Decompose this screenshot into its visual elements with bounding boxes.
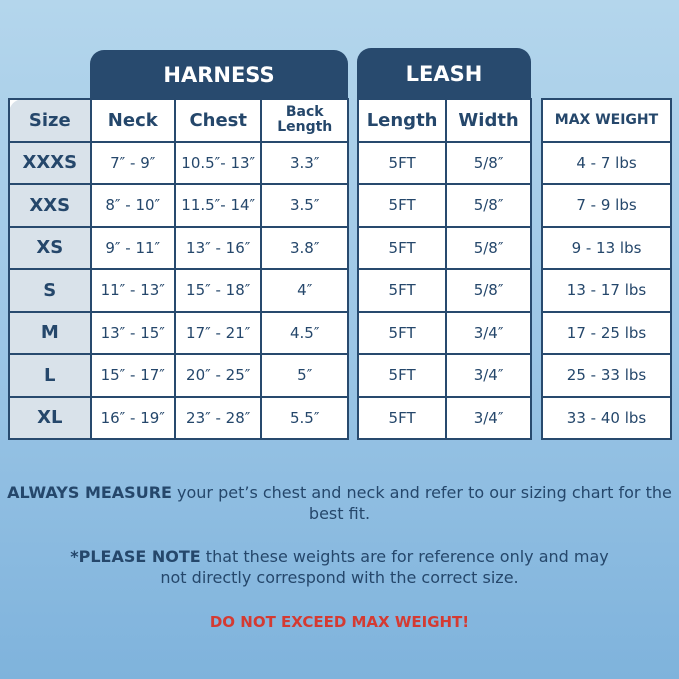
table-row: 7 - 9 lbs (541, 183, 672, 228)
table-row: XL 16″ - 19″ 23″ - 28″ 5.5″ (8, 395, 349, 440)
length-cell: 5FT (356, 183, 448, 228)
length-cell: 5FT (356, 353, 448, 398)
weight-cell: 4 - 7 lbs (541, 140, 672, 185)
width-cell: 5/8″ (445, 268, 532, 313)
warning-text: DO NOT EXCEED MAX WEIGHT! (209, 613, 470, 631)
weight-cell: 13 - 17 lbs (541, 268, 672, 313)
size-header: Size (8, 98, 92, 143)
note-text: that these weights are for reference onl… (160, 547, 609, 587)
size-cell: XL (8, 395, 92, 440)
neck-cell: 9″ - 11″ (89, 225, 176, 270)
neck-cell: 15″ - 17″ (89, 353, 176, 398)
back-cell: 3.8″ (260, 225, 349, 270)
header-row: Length Width (356, 98, 532, 143)
width-cell: 5/8″ (445, 225, 532, 270)
header-row: Size Neck Chest Back Length (8, 98, 349, 143)
size-cell: M (8, 310, 92, 355)
back-cell: 5.5″ (260, 395, 349, 440)
weight-cell: 17 - 25 lbs (541, 310, 672, 355)
neck-cell: 8″ - 10″ (89, 183, 176, 228)
back-cell: 3.5″ (260, 183, 349, 228)
chest-cell: 13″ - 16″ (173, 225, 263, 270)
neck-cell: 16″ - 19″ (89, 395, 176, 440)
width-cell: 3/4″ (445, 395, 532, 440)
width-cell: 5/8″ (445, 140, 532, 185)
measure-text: your pet’s chest and neck and refer to o… (171, 483, 672, 523)
size-cell: S (8, 268, 92, 313)
width-header: Width (445, 98, 532, 143)
table-row: L 15″ - 17″ 20″ - 25″ 5″ (8, 353, 349, 398)
leash-header: LEASH (357, 48, 531, 100)
width-cell: 5/8″ (445, 183, 532, 228)
harness-table: Size Neck Chest Back Length XXXS 7″ - 9″ 1… (8, 98, 349, 440)
size-cell: XXS (8, 183, 92, 228)
chest-cell: 23″ - 28″ (173, 395, 263, 440)
length-header: Length (356, 98, 448, 143)
max-weight-header: MAX WEIGHT (541, 98, 672, 143)
measure-bold: ALWAYS MEASURE (7, 483, 172, 502)
chest-cell: 10.5″- 13″ (173, 140, 263, 185)
back-length-header: Back Length (260, 98, 349, 143)
harness-header: HARNESS (90, 50, 348, 100)
table-row: 5FT 3/4″ (356, 310, 532, 355)
table-row: 5FT 3/4″ (356, 395, 532, 440)
width-cell: 3/4″ (445, 310, 532, 355)
size-cell: L (8, 353, 92, 398)
table-row: S 11″ - 13″ 15″ - 18″ 4″ (8, 268, 349, 313)
table-row: 13 - 17 lbs (541, 268, 672, 313)
measure-note: ALWAYS MEASURE your pet’s chest and neck… (0, 482, 679, 524)
leash-table: Length Width 5FT 5/8″ 5FT 5/8″ 5FT 5/8″ 5FT 5/8… (356, 98, 532, 440)
length-cell: 5FT (356, 395, 448, 440)
table-row: 5FT 5/8″ (356, 225, 532, 270)
please-note: *PLEASE NOTE that these weights are for … (0, 546, 679, 588)
table-row: 9 - 13 lbs (541, 225, 672, 270)
weight-cell: 25 - 33 lbs (541, 353, 672, 398)
neck-cell: 7″ - 9″ (89, 140, 176, 185)
table-row: 5FT 5/8″ (356, 140, 532, 185)
length-cell: 5FT (356, 225, 448, 270)
table-row: 25 - 33 lbs (541, 353, 672, 398)
table-row: XXS 8″ - 10″ 11.5″- 14″ 3.5″ (8, 183, 349, 228)
table-row: XS 9″ - 11″ 13″ - 16″ 3.8″ (8, 225, 349, 270)
chest-cell: 17″ - 21″ (173, 310, 263, 355)
table-row: 5FT 5/8″ (356, 268, 532, 313)
neck-header: Neck (89, 98, 176, 143)
back-cell: 3.3″ (260, 140, 349, 185)
table-row: 33 - 40 lbs (541, 395, 672, 440)
header-row: MAX WEIGHT (541, 98, 672, 143)
chest-cell: 20″ - 25″ (173, 353, 263, 398)
note-bold: *PLEASE NOTE (70, 547, 201, 566)
table-row: 17 - 25 lbs (541, 310, 672, 355)
size-cell: XS (8, 225, 92, 270)
chest-cell: 11.5″- 14″ (173, 183, 263, 228)
back-cell: 4.5″ (260, 310, 349, 355)
back-cell: 4″ (260, 268, 349, 313)
weight-cell: 33 - 40 lbs (541, 395, 672, 440)
chest-cell: 15″ - 18″ (173, 268, 263, 313)
weight-cell: 9 - 13 lbs (541, 225, 672, 270)
weight-cell: 7 - 9 lbs (541, 183, 672, 228)
neck-cell: 13″ - 15″ (89, 310, 176, 355)
length-cell: 5FT (356, 268, 448, 313)
table-row: XXXS 7″ - 9″ 10.5″- 13″ 3.3″ (8, 140, 349, 185)
length-cell: 5FT (356, 140, 448, 185)
size-cell: XXXS (8, 140, 92, 185)
max-weight-table: MAX WEIGHT 4 - 7 lbs 7 - 9 lbs 9 - 13 lbs 1… (541, 98, 672, 440)
chest-header: Chest (173, 98, 263, 143)
width-cell: 3/4″ (445, 353, 532, 398)
table-row: 5FT 5/8″ (356, 183, 532, 228)
table-row: 4 - 7 lbs (541, 140, 672, 185)
table-row: 5FT 3/4″ (356, 353, 532, 398)
neck-cell: 11″ - 13″ (89, 268, 176, 313)
table-row: M 13″ - 15″ 17″ - 21″ 4.5″ (8, 310, 349, 355)
length-cell: 5FT (356, 310, 448, 355)
back-cell: 5″ (260, 353, 349, 398)
